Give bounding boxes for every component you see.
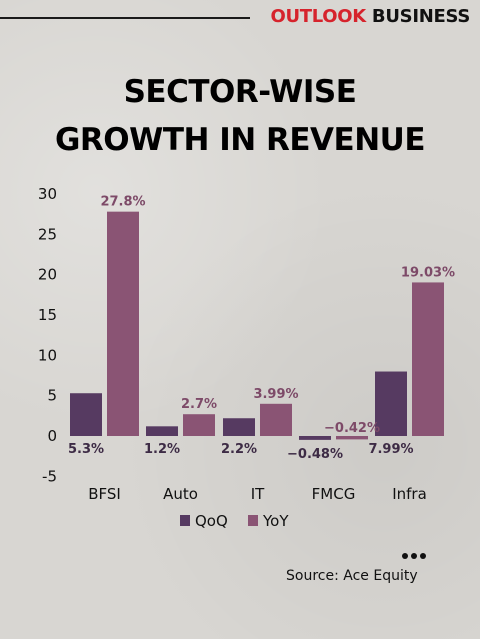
brand-part-business: BUSINESS <box>371 6 470 27</box>
x-tick-label: Infra <box>392 485 427 503</box>
data-label-qoq-bfsi: 5.3% <box>68 442 104 457</box>
bar-yoy-it <box>260 403 292 436</box>
y-tick-label: -5 <box>42 467 57 485</box>
brand-logo: OUTLOOK BUSINESS <box>270 6 470 27</box>
data-label-yoy-bfsi: 27.8% <box>100 195 145 210</box>
bar-qoq-auto <box>146 426 178 436</box>
chart-title: SECTOR-WISE GROWTH IN REVENUE <box>0 68 480 164</box>
legend-label-qoq: QoQ <box>195 512 228 530</box>
x-tick-label: IT <box>251 485 265 503</box>
data-label-yoy-it: 3.99% <box>253 387 298 402</box>
data-label-qoq-fmcg: −0.48% <box>287 447 343 462</box>
x-tick-label: BFSI <box>88 485 121 503</box>
y-tick-label: 20 <box>38 266 57 284</box>
data-label-qoq-auto: 1.2% <box>144 442 180 457</box>
data-label-yoy-fmcg: −0.42% <box>324 421 380 436</box>
brand-part-outlook: OUTLOOK <box>270 6 366 27</box>
x-axis: BFSI Auto IT FMCG Infra <box>88 485 427 503</box>
legend: QoQ YoY <box>180 512 289 530</box>
brand-rule <box>0 17 250 19</box>
bar-yoy-infra <box>412 282 444 436</box>
bar-yoy-fmcg <box>336 436 368 440</box>
data-label-qoq-it: 2.2% <box>221 442 257 457</box>
y-tick-label: 15 <box>38 306 57 324</box>
chart-title-line2: GROWTH IN REVENUE <box>54 122 426 158</box>
bar-qoq-infra <box>375 371 407 436</box>
y-tick-label: 25 <box>38 225 57 243</box>
data-label-yoy-auto: 2.7% <box>181 397 217 412</box>
y-tick-label: 0 <box>47 427 57 445</box>
bar-qoq-it <box>223 418 255 436</box>
bar-yoy-auto <box>183 414 215 436</box>
y-tick-label: 5 <box>47 387 57 405</box>
x-tick-label: FMCG <box>312 485 356 503</box>
legend-label-yoy: YoY <box>262 512 289 530</box>
x-tick-label: Auto <box>163 485 198 503</box>
legend-swatch-yoy <box>248 515 258 526</box>
y-tick-label: 30 <box>38 185 57 203</box>
y-axis: -5 0 5 10 15 20 25 30 <box>38 185 57 485</box>
data-label-yoy-infra: 19.03% <box>401 265 455 280</box>
chart-title-line1: SECTOR-WISE <box>123 74 357 110</box>
data-label-qoq-infra: 7.99% <box>368 442 413 457</box>
bars <box>70 211 444 440</box>
bar-qoq-bfsi <box>70 393 102 436</box>
source-note: Source: Ace Equity <box>286 568 418 584</box>
more-options-icon <box>402 553 426 559</box>
legend-swatch-qoq <box>180 515 190 526</box>
y-tick-label: 10 <box>38 346 57 364</box>
bar-labels: 5.3% 27.8% 1.2% 2.7% 2.2% 3.99% −0.48% −0.42% 7.… <box>68 195 455 462</box>
bar-yoy-bfsi <box>107 211 139 436</box>
bar-qoq-fmcg <box>299 436 331 440</box>
